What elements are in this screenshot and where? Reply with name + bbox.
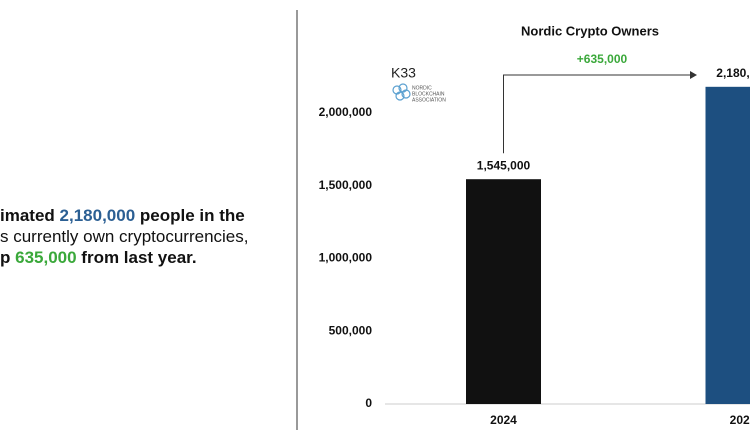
arrow-head	[690, 71, 697, 79]
caption-line: imated 2,180,000 people in the	[0, 205, 248, 226]
caption-text: from last year.	[76, 248, 197, 267]
logo-partner: NORDIC	[412, 85, 432, 91]
caption-text: imated	[0, 206, 60, 225]
chart-title: Nordic Crypto Owners	[521, 23, 659, 38]
logo-rings	[392, 83, 411, 101]
caption-text: 635,000	[15, 248, 77, 267]
logo-partner: ASSOCIATION	[412, 97, 446, 103]
caption-text: people in the	[135, 206, 245, 225]
caption-line: p 635,000 from last year.	[0, 247, 248, 268]
bar	[705, 86, 750, 404]
caption-text: 2,180,000	[59, 206, 136, 225]
x-tick-label: 2025	[730, 413, 750, 427]
caption-text: s currently own cryptocurrencies,	[0, 227, 249, 246]
caption-line: s currently own cryptocurrencies,	[0, 226, 248, 247]
caption: imated 2,180,000 people in the s currentl…	[0, 205, 248, 268]
y-tick-label: 1,500,000	[319, 178, 373, 192]
y-tick-label: 2,000,000	[319, 105, 373, 119]
logo-partner: BLOCKCHAIN	[412, 91, 445, 97]
bar	[466, 179, 541, 404]
caption-text: p	[0, 248, 16, 267]
x-tick-label: 2024	[490, 413, 517, 427]
annotation-arrow	[503, 74, 696, 154]
logo-brand: K33	[391, 65, 416, 81]
y-tick-label: 0	[365, 396, 372, 410]
annotation: +635,000	[577, 52, 628, 66]
y-tick-label: 1,000,000	[319, 251, 373, 265]
value-label: 2,180,000	[716, 66, 750, 80]
value-label: 1,545,000	[477, 158, 531, 172]
y-tick-label: 500,000	[329, 323, 373, 337]
